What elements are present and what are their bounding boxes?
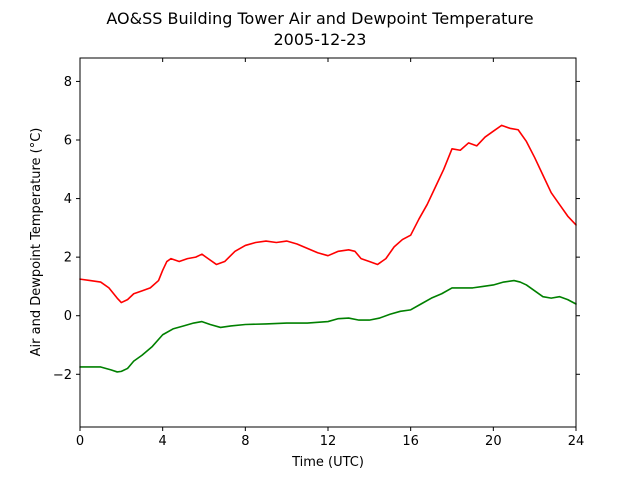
chart-title: AO&SS Building Tower Air and Dewpoint Te… — [106, 9, 533, 28]
y-axis: −2 0 2 4 6 8 — [53, 75, 580, 383]
x-axis-label: Time (UTC) — [291, 455, 364, 470]
y-tick-label: 2 — [64, 251, 72, 266]
y-axis-label: Air and Dewpoint Temperature (°C) — [29, 128, 44, 357]
x-tick-label: 4 — [159, 434, 167, 449]
x-tick-label: 24 — [568, 434, 585, 449]
x-tick-label: 12 — [320, 434, 337, 449]
x-axis: 0 4 8 12 16 20 24 — [76, 58, 584, 449]
plot-frame — [79, 57, 577, 428]
y-tick-label: 4 — [64, 192, 72, 207]
chart-subtitle: 2005-12-23 — [274, 30, 367, 49]
series-layer — [79, 124, 577, 373]
y-tick-label: 8 — [64, 75, 72, 90]
y-tick-label: 6 — [64, 134, 72, 149]
y-tick-label: −2 — [53, 368, 72, 383]
x-tick-label: 0 — [76, 434, 84, 449]
y-tick-label: 0 — [64, 309, 72, 324]
x-tick-label: 20 — [485, 434, 502, 449]
series-line-2 — [79, 279, 577, 373]
x-tick-label: 8 — [241, 434, 249, 449]
series-line-1 — [79, 124, 577, 304]
x-tick-label: 16 — [402, 434, 419, 449]
